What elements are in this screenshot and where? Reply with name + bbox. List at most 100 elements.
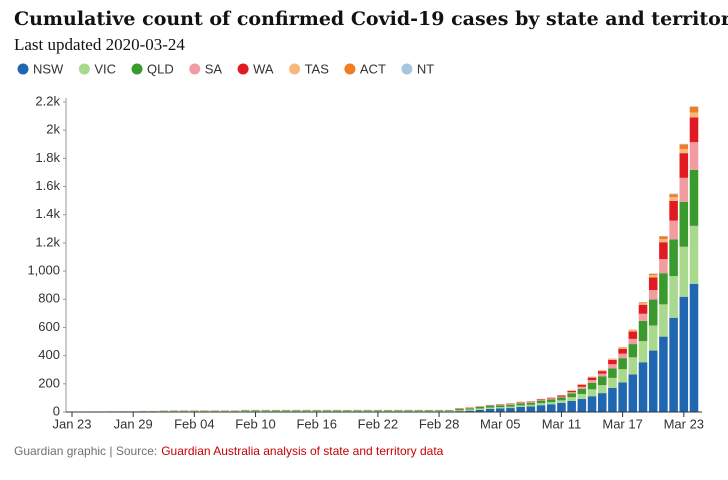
bar-segment xyxy=(251,411,260,412)
bar-segment xyxy=(537,400,546,401)
y-tick-label: 1.6k xyxy=(35,178,60,193)
bar-segment xyxy=(384,411,393,412)
chart-subtitle: Last updated 2020-03-24 xyxy=(14,35,185,54)
bar-segment xyxy=(639,302,648,303)
bar-segment xyxy=(312,410,321,411)
bar-segment xyxy=(445,411,454,412)
bar-segment xyxy=(669,276,678,318)
credit: Guardian graphic | Source: xyxy=(14,444,157,458)
bar-segment xyxy=(578,394,587,399)
bar-segment xyxy=(547,399,556,402)
bar-segment xyxy=(506,408,515,412)
bar-segment xyxy=(639,305,648,314)
bar-segment xyxy=(629,374,638,412)
bar-segment xyxy=(608,378,617,388)
legend-label: NSW xyxy=(33,61,64,76)
bar-segment xyxy=(598,376,607,385)
legend-label: VIC xyxy=(94,61,116,76)
y-tick-label: 1.2k xyxy=(35,234,60,249)
bar-segment xyxy=(496,408,505,412)
bar-segment xyxy=(669,201,678,221)
bar-segment xyxy=(608,388,617,412)
bar-segment xyxy=(629,357,638,374)
bar-segment xyxy=(690,226,699,284)
bar-segment xyxy=(363,410,372,411)
bar-segment xyxy=(649,274,658,275)
bar-segment xyxy=(272,411,281,412)
bar-segment xyxy=(363,411,372,412)
x-tick-label: Feb 16 xyxy=(296,416,336,431)
bar-segment xyxy=(618,354,627,359)
bar-segment xyxy=(598,374,607,377)
bar-segment xyxy=(374,411,383,412)
bar-segment xyxy=(608,359,617,360)
bar-segment xyxy=(669,318,678,412)
bar-segment xyxy=(547,398,556,399)
bar-segment xyxy=(690,106,699,107)
legend-label: SA xyxy=(205,61,223,76)
bar-segment xyxy=(180,411,189,412)
bar-segment xyxy=(618,349,627,354)
bar-segment xyxy=(476,407,485,409)
bar-segment xyxy=(659,259,668,273)
bar-segment xyxy=(353,410,362,411)
bar-segment xyxy=(608,368,617,378)
bar-segment xyxy=(659,239,668,242)
bar-segment xyxy=(190,411,199,412)
bar-segment xyxy=(374,410,383,411)
legend-marker xyxy=(79,64,90,75)
bar-segment xyxy=(486,406,495,408)
bar-segment xyxy=(302,411,311,412)
bar-segment xyxy=(598,371,607,374)
bar-segment xyxy=(618,358,627,369)
bar-segment xyxy=(506,407,515,409)
bar-segment xyxy=(282,410,291,411)
x-tick-label: Mar 11 xyxy=(542,416,582,431)
bar-segment xyxy=(547,404,556,412)
bar-segment xyxy=(312,411,321,412)
bar-segment xyxy=(578,387,587,389)
bar-segment xyxy=(445,410,454,411)
bar-segment xyxy=(639,362,648,412)
bar-segment xyxy=(680,145,689,150)
bar-segment xyxy=(669,221,678,240)
bar-segment xyxy=(690,170,699,226)
legend-marker xyxy=(189,64,200,75)
bar-segment xyxy=(690,284,699,412)
bar-segment xyxy=(527,403,536,405)
x-tick-label: Mar 05 xyxy=(480,416,520,431)
bar-segment xyxy=(649,351,658,412)
bar-segment xyxy=(547,402,556,404)
legend-marker xyxy=(238,64,249,75)
bar-segment xyxy=(680,297,689,412)
bar-segment xyxy=(516,405,525,407)
y-tick-label: 600 xyxy=(38,319,60,334)
bar-segment xyxy=(690,142,699,170)
bar-segment xyxy=(598,370,607,371)
y-tick-label: 1.8k xyxy=(35,150,60,165)
bar-segment xyxy=(527,402,536,403)
bar-segment xyxy=(598,385,607,393)
chart-title: Cumulative count of confirmed Covid-19 c… xyxy=(14,8,728,30)
bar-segment xyxy=(649,300,658,326)
legend-marker xyxy=(289,64,300,75)
bar-segment xyxy=(639,314,648,321)
bar-segment xyxy=(425,410,434,411)
bar-segment xyxy=(659,273,668,304)
bar-segment xyxy=(394,410,403,411)
bar-segment xyxy=(241,411,250,412)
bar-segment xyxy=(414,410,423,411)
bar-segment xyxy=(465,409,474,410)
bar-segment xyxy=(465,408,474,409)
bar-segment xyxy=(170,411,179,412)
bar-segment xyxy=(231,411,240,412)
y-tick-label: 800 xyxy=(38,291,60,306)
legend-label: NT xyxy=(417,61,434,76)
x-tick-label: Feb 04 xyxy=(174,416,214,431)
bar-segment xyxy=(598,393,607,412)
x-tick-label: Mar 23 xyxy=(664,416,704,431)
bar-segment xyxy=(516,402,525,403)
bar-segment xyxy=(537,401,546,404)
bar-segment xyxy=(567,401,576,412)
bar-segment xyxy=(272,410,281,411)
